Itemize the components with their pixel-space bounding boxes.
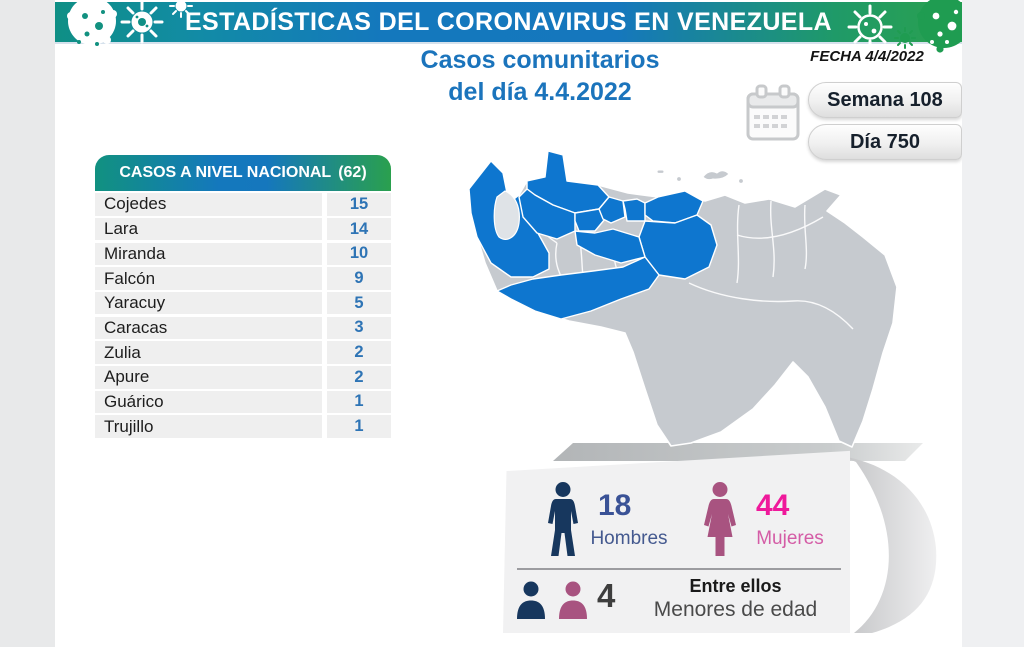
table-row: Cojedes 15 (95, 193, 391, 216)
map-highlighted-states (468, 150, 718, 320)
minors-count: 4 (597, 577, 616, 614)
state-name: Zulia (95, 341, 322, 364)
state-name: Falcón (95, 267, 322, 290)
minors-icons (517, 581, 587, 619)
table-row: Falcón 9 (95, 267, 391, 290)
minors-text-line1: Entre ellos (689, 576, 782, 596)
panel-divider (517, 568, 841, 570)
demographics-panel: 18 Hombres 44 Mujeres 4 Entre ellos Meno… (503, 450, 850, 633)
state-cases: 3 (327, 316, 391, 340)
table-row: Lara 14 (95, 217, 391, 241)
state-name: Yaracuy (95, 291, 322, 315)
community-cases-title-line1: Casos comunitarios (420, 46, 660, 74)
virus-spike-icon (120, 0, 164, 44)
table-row: Zulia 2 (95, 341, 391, 364)
fecha-label: FECHA 4/4/2022 (810, 48, 924, 65)
women-count: 44 (756, 489, 790, 522)
woman-icon (704, 482, 736, 556)
cases-table: CASOS A NIVEL NACIONAL (62) Cojedes 15 La… (95, 155, 391, 438)
virus-outline-icon (847, 4, 893, 50)
state-name: Lara (95, 217, 322, 241)
minor-girl-icon (559, 581, 587, 619)
men-label: Hombres (590, 528, 668, 549)
minor-boy-icon (517, 581, 545, 619)
right-margin (962, 0, 1024, 647)
state-cases: 2 (327, 366, 391, 389)
state-name: Caracas (95, 316, 322, 340)
table-row: Miranda 10 (95, 242, 391, 266)
minors-text: Entre ellos Menores de edad (628, 574, 843, 622)
dia-badge-label: Día 750 (849, 130, 921, 153)
semana-badge: Semana 108 (808, 82, 962, 118)
table-row: Yaracuy 5 (95, 291, 391, 315)
state-name: Miranda (95, 242, 322, 266)
dia-badge: Día 750 (808, 124, 962, 160)
top-banner: ESTADÍSTICAS DEL CORONAVIRUS EN VENEZUEL… (55, 2, 962, 44)
state-cases: 2 (327, 341, 391, 364)
venezuela-map (468, 150, 923, 461)
semana-badge-label: Semana 108 (827, 88, 943, 111)
virus-spike-green-icon (894, 27, 916, 49)
cases-table-total: (62) (338, 164, 367, 181)
state-cases: 5 (327, 291, 391, 315)
state-cases: 1 (327, 415, 391, 438)
state-cases: 10 (327, 242, 391, 266)
virus-spike-small-icon (169, 0, 193, 18)
left-margin (0, 0, 55, 647)
table-row: Caracas 3 (95, 316, 391, 340)
men-count: 18 (598, 489, 632, 522)
table-row: Trujillo 1 (95, 415, 391, 438)
cases-table-title: CASOS A NIVEL NACIONAL (119, 164, 332, 181)
state-name: Trujillo (95, 415, 322, 438)
state-cases: 15 (327, 193, 391, 216)
virus-blob-icon (67, 0, 117, 50)
lake-maracaibo (493, 190, 520, 240)
calendar-icon (746, 84, 800, 141)
state-cases: 14 (327, 217, 391, 241)
table-row: Guárico 1 (95, 390, 391, 414)
state-name: Cojedes (95, 193, 322, 216)
state-cases: 1 (327, 390, 391, 414)
state-cases: 9 (327, 267, 391, 290)
panel-curl-shadow (842, 456, 937, 633)
state-name: Apure (95, 366, 322, 389)
minors-text-line2: Menores de edad (653, 598, 818, 621)
community-cases-title-line2: del día 4.4.2022 (448, 78, 632, 106)
man-icon (548, 482, 578, 556)
state-name: Guárico (95, 390, 322, 414)
map-islands (656, 169, 744, 184)
women-label: Mujeres (756, 528, 824, 549)
community-cases-title: Casos comunitarios del día 4.4.2022 (360, 44, 720, 108)
cases-table-header: CASOS A NIVEL NACIONAL (62) (95, 155, 391, 191)
banner-title: ESTADÍSTICAS DEL CORONAVIRUS EN VENEZUEL… (184, 7, 832, 36)
table-row: Apure 2 (95, 366, 391, 389)
